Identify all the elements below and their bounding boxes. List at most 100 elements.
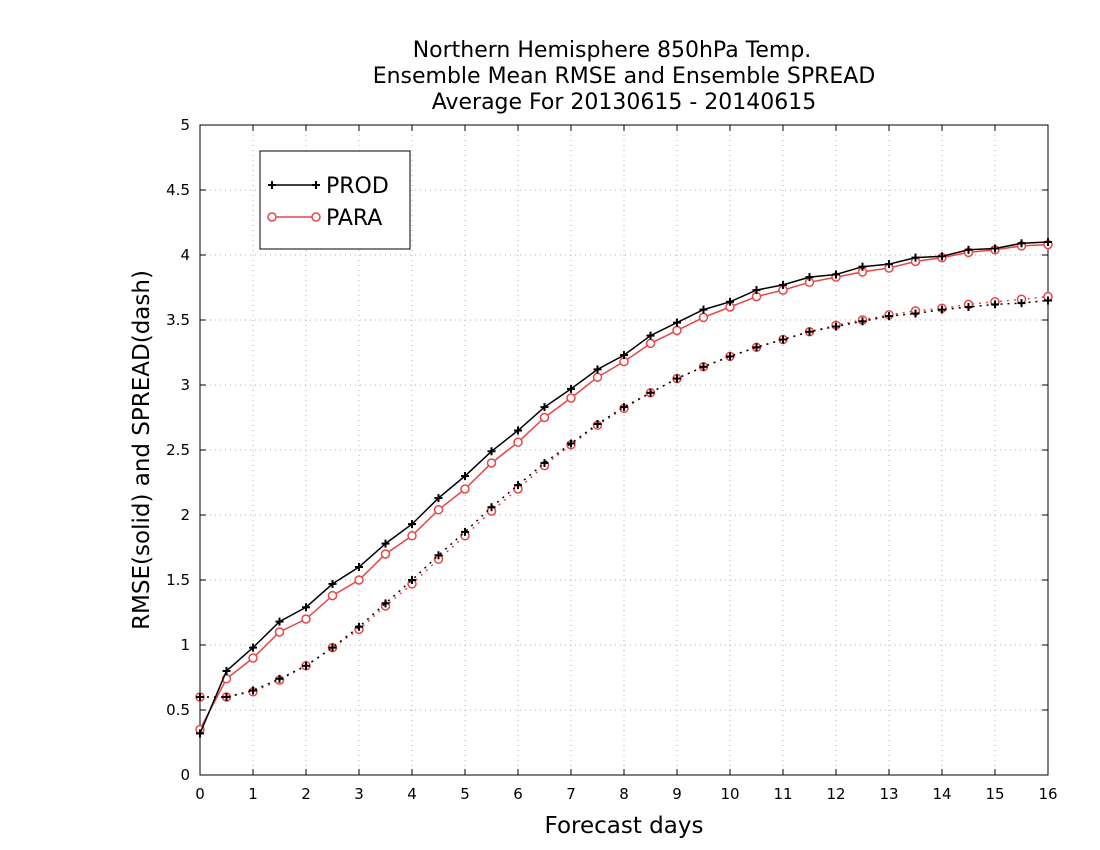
point-prod-spread-22 xyxy=(779,335,787,344)
point-prod-spread-32 xyxy=(1044,296,1052,305)
point-prod-spread-15 xyxy=(593,420,602,428)
x-tick-label-9: 9 xyxy=(672,785,682,803)
point-prod-rmse-5 xyxy=(328,579,337,588)
point-prod-spread-11 xyxy=(487,503,496,512)
series-layer xyxy=(195,238,1053,738)
point-prod-rmse-29 xyxy=(964,245,973,254)
point-prod-spread-18 xyxy=(673,374,681,383)
point-prod-rmse-10 xyxy=(461,472,469,480)
y-tick-label-3: 1.5 xyxy=(166,571,190,589)
series-prod-spread xyxy=(196,296,1052,701)
point-prod-rmse-18 xyxy=(673,318,681,327)
point-para-rmse-12 xyxy=(513,437,523,447)
point-prod-rmse-26 xyxy=(885,260,893,269)
y-tick-label-1: 0.5 xyxy=(166,701,190,719)
point-prod-rmse-22 xyxy=(779,280,787,289)
x-tick-label-4: 4 xyxy=(407,785,417,803)
legend: PROD PARA xyxy=(259,150,411,250)
point-prod-rmse-12 xyxy=(514,426,522,435)
point-prod-rmse-4 xyxy=(302,603,310,612)
point-prod-rmse-0 xyxy=(196,729,204,738)
point-prod-spread-31 xyxy=(1017,299,1026,308)
point-prod-spread-19 xyxy=(699,362,708,371)
point-prod-spread-6 xyxy=(355,622,363,631)
point-para-rmse-4 xyxy=(301,614,311,624)
point-prod-rmse-24 xyxy=(832,270,840,279)
legend-label-0: PROD xyxy=(326,174,389,199)
point-para-rmse-10 xyxy=(460,484,470,494)
legend-item-para: PARA xyxy=(267,206,382,231)
point-prod-rmse-21 xyxy=(752,286,761,295)
point-prod-rmse-6 xyxy=(355,563,363,571)
point-prod-rmse-2 xyxy=(249,643,257,652)
x-tick-label-13: 13 xyxy=(879,785,898,803)
y-tick-label-4: 2 xyxy=(180,506,190,524)
point-prod-spread-1 xyxy=(222,693,231,701)
x-tick-label-0: 0 xyxy=(195,785,205,803)
point-prod-rmse-16 xyxy=(620,351,628,360)
x-tick-label-11: 11 xyxy=(773,785,792,803)
point-prod-spread-3 xyxy=(275,674,284,683)
grid xyxy=(200,125,1048,775)
point-para-rmse-11 xyxy=(486,458,497,468)
point-para-rmse-7 xyxy=(380,549,391,559)
point-prod-rmse-11 xyxy=(487,447,496,456)
x-tick-label-2: 2 xyxy=(301,785,311,803)
legend-item-prod: PROD xyxy=(268,174,389,199)
y-tick-label-10: 5 xyxy=(180,116,190,134)
point-prod-rmse-27 xyxy=(911,253,920,262)
axis-ticks xyxy=(199,124,1049,776)
point-prod-rmse-15 xyxy=(593,365,602,374)
point-prod-spread-13 xyxy=(540,459,549,467)
x-tick-label-12: 12 xyxy=(826,785,845,803)
point-prod-spread-25 xyxy=(858,317,867,326)
point-prod-spread-30 xyxy=(991,300,999,309)
point-prod-spread-26 xyxy=(885,312,893,321)
legend-marker-0-b xyxy=(312,181,320,189)
x-axis-label: Forecast days xyxy=(545,813,704,839)
point-prod-spread-23 xyxy=(805,327,814,336)
point-prod-rmse-20 xyxy=(726,297,734,306)
point-para-rmse-14 xyxy=(566,393,576,403)
x-tick-label-3: 3 xyxy=(354,785,364,803)
point-prod-rmse-13 xyxy=(540,403,549,412)
point-para-rmse-18 xyxy=(672,325,682,336)
point-prod-rmse-19 xyxy=(699,305,708,314)
x-tick-label-7: 7 xyxy=(566,785,576,803)
point-prod-rmse-32 xyxy=(1044,238,1052,246)
legend-marker-1-a xyxy=(267,212,277,222)
point-para-rmse-6 xyxy=(354,575,364,585)
series-para-rmse xyxy=(195,239,1053,735)
x-tick-label-10: 10 xyxy=(720,785,739,803)
point-prod-rmse-1 xyxy=(222,667,231,675)
y-axis-tick-labels: 0 0.5 1 1.5 2 2.5 3 3.5 4 4.5 5 xyxy=(166,116,190,784)
point-prod-spread-8 xyxy=(408,576,416,584)
point-para-rmse-2 xyxy=(248,653,258,663)
y-tick-label-7: 3.5 xyxy=(166,311,190,329)
point-para-rmse-8 xyxy=(407,531,417,541)
point-prod-spread-24 xyxy=(832,322,840,331)
chart-title-line-1: Northern Hemisphere 850hPa Temp. xyxy=(413,38,812,63)
point-prod-spread-14 xyxy=(567,439,575,448)
x-tick-label-6: 6 xyxy=(513,785,523,803)
series-line-prod-spread xyxy=(200,299,1049,698)
point-prod-spread-2 xyxy=(249,686,257,695)
y-tick-label-8: 4 xyxy=(180,246,190,264)
series-line-para-rmse xyxy=(199,243,1049,730)
series-prod-rmse xyxy=(196,238,1052,738)
x-axis-tick-labels: 0 1 2 3 4 5 6 7 8 9 10 11 12 13 14 15 16 xyxy=(195,785,1057,803)
point-prod-spread-29 xyxy=(964,303,973,311)
point-prod-rmse-25 xyxy=(858,262,867,271)
point-prod-spread-10 xyxy=(461,527,469,536)
point-para-rmse-5 xyxy=(327,590,338,601)
point-prod-spread-20 xyxy=(726,352,734,361)
y-tick-label-2: 1 xyxy=(180,636,190,654)
legend-box xyxy=(259,150,411,250)
point-prod-rmse-28 xyxy=(938,252,946,261)
x-tick-label-1: 1 xyxy=(248,785,258,803)
point-para-rmse-15 xyxy=(592,372,603,382)
chart-title-line-2: Ensemble Mean RMSE and Ensemble SPREAD xyxy=(373,64,876,89)
point-prod-spread-0 xyxy=(196,693,204,701)
point-prod-rmse-30 xyxy=(991,244,999,253)
